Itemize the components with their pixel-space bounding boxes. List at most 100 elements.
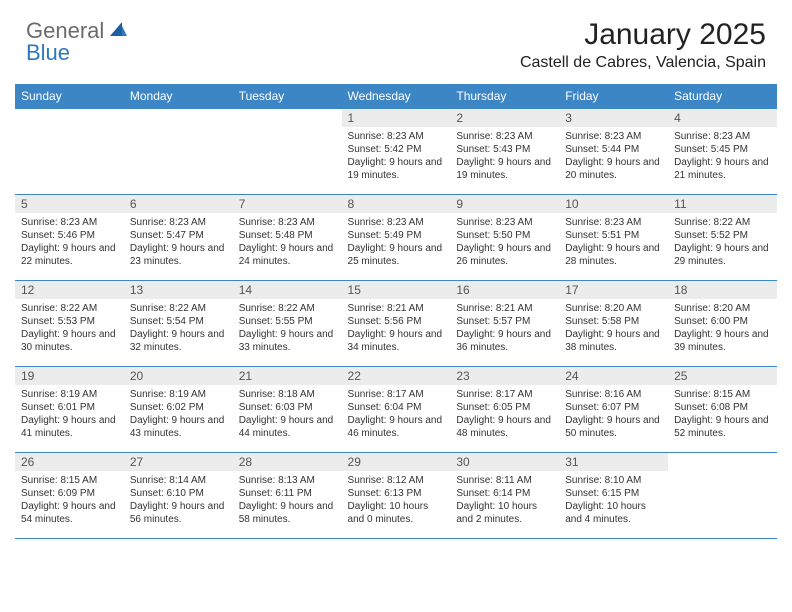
day-number: 30	[450, 453, 559, 471]
daylight-line: Daylight: 9 hours and 43 minutes.	[130, 414, 227, 440]
sunrise-line: Sunrise: 8:23 AM	[456, 130, 553, 143]
day-number: 10	[559, 195, 668, 213]
day-content: Sunrise: 8:23 AMSunset: 5:46 PMDaylight:…	[15, 213, 124, 272]
calendar-cell: 18Sunrise: 8:20 AMSunset: 6:00 PMDayligh…	[668, 281, 777, 367]
daylight-line: Daylight: 9 hours and 46 minutes.	[348, 414, 445, 440]
day-content: Sunrise: 8:23 AMSunset: 5:44 PMDaylight:…	[559, 127, 668, 186]
day-content: Sunrise: 8:21 AMSunset: 5:57 PMDaylight:…	[450, 299, 559, 358]
sunset-line: Sunset: 5:52 PM	[674, 229, 771, 242]
sunrise-line: Sunrise: 8:11 AM	[456, 474, 553, 487]
sunrise-line: Sunrise: 8:10 AM	[565, 474, 662, 487]
sunrise-line: Sunrise: 8:19 AM	[130, 388, 227, 401]
calendar-cell: 21Sunrise: 8:18 AMSunset: 6:03 PMDayligh…	[233, 367, 342, 453]
day-number: 18	[668, 281, 777, 299]
calendar-table: Sunday Monday Tuesday Wednesday Thursday…	[15, 84, 777, 539]
sunset-line: Sunset: 5:46 PM	[21, 229, 118, 242]
dayhead-mon: Monday	[124, 84, 233, 109]
sunset-line: Sunset: 6:04 PM	[348, 401, 445, 414]
day-content: Sunrise: 8:22 AMSunset: 5:52 PMDaylight:…	[668, 213, 777, 272]
sunset-line: Sunset: 5:47 PM	[130, 229, 227, 242]
day-content: Sunrise: 8:15 AMSunset: 6:08 PMDaylight:…	[668, 385, 777, 444]
calendar-week-row: 1Sunrise: 8:23 AMSunset: 5:42 PMDaylight…	[15, 109, 777, 195]
daylight-line: Daylight: 9 hours and 21 minutes.	[674, 156, 771, 182]
calendar-week-row: 19Sunrise: 8:19 AMSunset: 6:01 PMDayligh…	[15, 367, 777, 453]
dayhead-thu: Thursday	[450, 84, 559, 109]
daylight-line: Daylight: 9 hours and 38 minutes.	[565, 328, 662, 354]
day-number: 20	[124, 367, 233, 385]
sunrise-line: Sunrise: 8:23 AM	[674, 130, 771, 143]
sunset-line: Sunset: 5:42 PM	[348, 143, 445, 156]
calendar-cell: 2Sunrise: 8:23 AMSunset: 5:43 PMDaylight…	[450, 109, 559, 195]
day-number: 22	[342, 367, 451, 385]
sunrise-line: Sunrise: 8:22 AM	[674, 216, 771, 229]
day-content: Sunrise: 8:17 AMSunset: 6:05 PMDaylight:…	[450, 385, 559, 444]
calendar-cell: 3Sunrise: 8:23 AMSunset: 5:44 PMDaylight…	[559, 109, 668, 195]
calendar-cell: 16Sunrise: 8:21 AMSunset: 5:57 PMDayligh…	[450, 281, 559, 367]
calendar-week-row: 26Sunrise: 8:15 AMSunset: 6:09 PMDayligh…	[15, 453, 777, 539]
calendar-cell: 24Sunrise: 8:16 AMSunset: 6:07 PMDayligh…	[559, 367, 668, 453]
sunrise-line: Sunrise: 8:19 AM	[21, 388, 118, 401]
day-content: Sunrise: 8:14 AMSunset: 6:10 PMDaylight:…	[124, 471, 233, 530]
day-number: 29	[342, 453, 451, 471]
sunrise-line: Sunrise: 8:22 AM	[21, 302, 118, 315]
daylight-line: Daylight: 9 hours and 56 minutes.	[130, 500, 227, 526]
day-content: Sunrise: 8:19 AMSunset: 6:01 PMDaylight:…	[15, 385, 124, 444]
calendar-cell: 6Sunrise: 8:23 AMSunset: 5:47 PMDaylight…	[124, 195, 233, 281]
sunrise-line: Sunrise: 8:23 AM	[565, 216, 662, 229]
day-number: 4	[668, 109, 777, 127]
sunset-line: Sunset: 5:45 PM	[674, 143, 771, 156]
sunrise-line: Sunrise: 8:14 AM	[130, 474, 227, 487]
calendar-cell: 15Sunrise: 8:21 AMSunset: 5:56 PMDayligh…	[342, 281, 451, 367]
calendar-cell: 7Sunrise: 8:23 AMSunset: 5:48 PMDaylight…	[233, 195, 342, 281]
day-number: 8	[342, 195, 451, 213]
day-number: 26	[15, 453, 124, 471]
calendar-cell	[668, 453, 777, 539]
daylight-line: Daylight: 9 hours and 34 minutes.	[348, 328, 445, 354]
day-content: Sunrise: 8:17 AMSunset: 6:04 PMDaylight:…	[342, 385, 451, 444]
sunset-line: Sunset: 6:02 PM	[130, 401, 227, 414]
dayhead-sun: Sunday	[15, 84, 124, 109]
daylight-line: Daylight: 9 hours and 44 minutes.	[239, 414, 336, 440]
sunrise-line: Sunrise: 8:13 AM	[239, 474, 336, 487]
day-content: Sunrise: 8:11 AMSunset: 6:14 PMDaylight:…	[450, 471, 559, 530]
sunset-line: Sunset: 6:07 PM	[565, 401, 662, 414]
calendar-cell: 10Sunrise: 8:23 AMSunset: 5:51 PMDayligh…	[559, 195, 668, 281]
sunrise-line: Sunrise: 8:23 AM	[239, 216, 336, 229]
location-label: Castell de Cabres, Valencia, Spain	[520, 54, 766, 72]
day-content: Sunrise: 8:18 AMSunset: 6:03 PMDaylight:…	[233, 385, 342, 444]
sunrise-line: Sunrise: 8:15 AM	[21, 474, 118, 487]
day-number: 13	[124, 281, 233, 299]
daylight-line: Daylight: 9 hours and 29 minutes.	[674, 242, 771, 268]
calendar-cell: 20 Sunrise: 8:19 AMSunset: 6:02 PMDayligh…	[124, 367, 233, 453]
month-title: January 2025	[520, 18, 766, 52]
day-content: Sunrise: 8:16 AMSunset: 6:07 PMDaylight:…	[559, 385, 668, 444]
sunrise-line: Sunrise: 8:16 AM	[565, 388, 662, 401]
day-content: Sunrise: 8:23 AMSunset: 5:49 PMDaylight:…	[342, 213, 451, 272]
sunset-line: Sunset: 5:55 PM	[239, 315, 336, 328]
daylight-line: Daylight: 9 hours and 52 minutes.	[674, 414, 771, 440]
day-number: 11	[668, 195, 777, 213]
daylight-line: Daylight: 10 hours and 4 minutes.	[565, 500, 662, 526]
daylight-line: Daylight: 9 hours and 25 minutes.	[348, 242, 445, 268]
calendar-cell	[124, 109, 233, 195]
calendar-cell: 14Sunrise: 8:22 AMSunset: 5:55 PMDayligh…	[233, 281, 342, 367]
sunrise-line: Sunrise: 8:23 AM	[21, 216, 118, 229]
sunset-line: Sunset: 5:54 PM	[130, 315, 227, 328]
calendar-week-row: 12Sunrise: 8:22 AMSunset: 5:53 PMDayligh…	[15, 281, 777, 367]
daylight-line: Daylight: 9 hours and 36 minutes.	[456, 328, 553, 354]
day-number: 24	[559, 367, 668, 385]
day-content: Sunrise: 8:12 AMSunset: 6:13 PMDaylight:…	[342, 471, 451, 530]
dayhead-wed: Wednesday	[342, 84, 451, 109]
sunset-line: Sunset: 6:13 PM	[348, 487, 445, 500]
day-content: Sunrise: 8:22 AMSunset: 5:55 PMDaylight:…	[233, 299, 342, 358]
day-content: Sunrise: 8:23 AMSunset: 5:51 PMDaylight:…	[559, 213, 668, 272]
sunrise-line: Sunrise: 8:23 AM	[456, 216, 553, 229]
day-number: 12	[15, 281, 124, 299]
daylight-line: Daylight: 9 hours and 22 minutes.	[21, 242, 118, 268]
day-number: 5	[15, 195, 124, 213]
sunset-line: Sunset: 6:15 PM	[565, 487, 662, 500]
sunset-line: Sunset: 5:53 PM	[21, 315, 118, 328]
sunrise-line: Sunrise: 8:22 AM	[130, 302, 227, 315]
daylight-line: Daylight: 9 hours and 41 minutes.	[21, 414, 118, 440]
sunset-line: Sunset: 5:49 PM	[348, 229, 445, 242]
